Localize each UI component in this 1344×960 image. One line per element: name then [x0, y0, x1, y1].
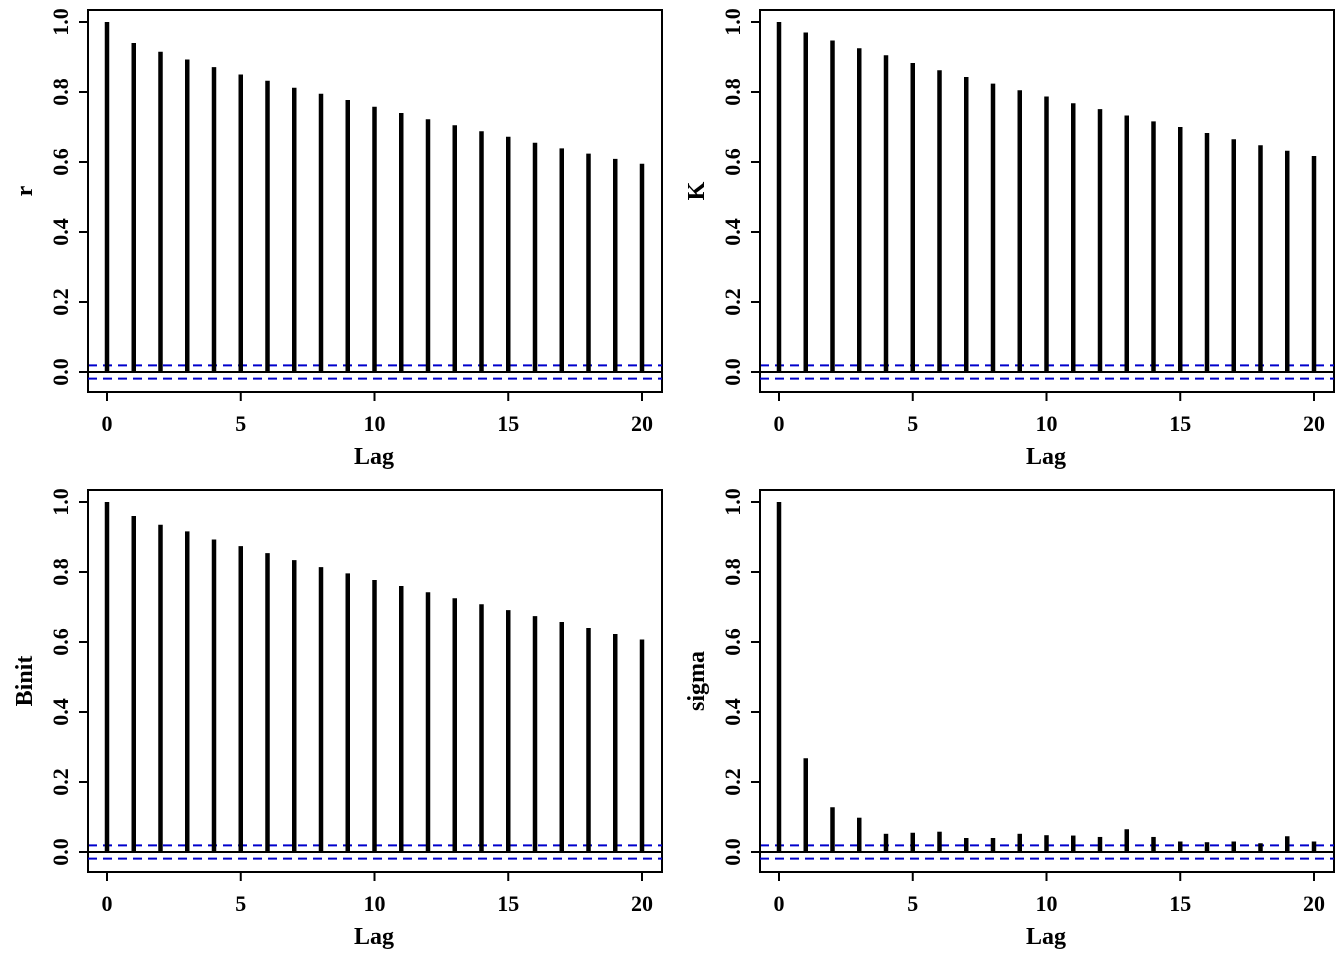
y-tick-label: 0.6 [48, 628, 73, 656]
x-tick-label: 15 [1169, 891, 1191, 916]
y-tick-label: 0.8 [48, 558, 73, 586]
y-tick-label: 0.4 [48, 698, 73, 726]
x-tick-label: 20 [1303, 411, 1325, 436]
x-tick-label: 10 [364, 411, 386, 436]
x-tick-label: 0 [774, 411, 785, 436]
x-axis-title: Lag [354, 444, 394, 470]
panel-sigma: 0 5 10 15 20 0.0 0.2 0.4 0.6 0.8 1.0 Lag sigma [684, 488, 1335, 950]
y-tick-label: 0.6 [48, 148, 73, 176]
y-tick-label: 0.2 [48, 288, 73, 316]
y-axis-title: Binit [12, 656, 38, 707]
y-tick-label: 0.0 [48, 838, 73, 866]
y-tick-label: 1.0 [48, 488, 73, 516]
y-tick-label: 0.8 [48, 78, 73, 106]
y-tick-label: 0.4 [720, 218, 745, 246]
y-tick-label: 0.0 [48, 358, 73, 386]
y-tick-label: 0.4 [48, 218, 73, 246]
x-tick-label: 0 [102, 411, 113, 436]
x-tick-label: 10 [1036, 411, 1058, 436]
x-axis-title: Lag [1026, 444, 1066, 470]
y-tick-label: 0.8 [720, 558, 745, 586]
x-axis-title: Lag [1026, 924, 1066, 950]
x-tick-label: 15 [497, 891, 519, 916]
y-tick-label: 0.0 [720, 838, 745, 866]
x-tick-label: 10 [1036, 891, 1058, 916]
y-tick-label: 0.6 [720, 628, 745, 656]
y-tick-label: 0.4 [720, 698, 745, 726]
x-tick-label: 20 [1303, 891, 1325, 916]
x-tick-label: 5 [907, 891, 918, 916]
x-tick-label: 0 [102, 891, 113, 916]
x-tick-label: 0 [774, 891, 785, 916]
y-tick-label: 0.6 [720, 148, 745, 176]
y-tick-label: 0.0 [720, 358, 745, 386]
x-tick-label: 5 [235, 411, 246, 436]
panel-r: 0 5 10 15 20 0.0 0.2 0.4 0.6 0.8 1.0 Lag r [12, 8, 663, 470]
x-tick-label: 10 [364, 891, 386, 916]
x-tick-label: 5 [907, 411, 918, 436]
y-axis-title: K [684, 181, 710, 200]
y-tick-label: 0.2 [48, 768, 73, 796]
y-tick-label: 0.2 [720, 768, 745, 796]
y-tick-label: 1.0 [720, 488, 745, 516]
x-tick-label: 20 [631, 891, 653, 916]
x-tick-label: 15 [1169, 411, 1191, 436]
y-tick-label: 0.2 [720, 288, 745, 316]
x-axis-title: Lag [354, 924, 394, 950]
y-axis-title: sigma [684, 651, 710, 711]
x-tick-label: 15 [497, 411, 519, 436]
y-axis-title: r [12, 185, 38, 196]
y-tick-label: 0.8 [720, 78, 745, 106]
panel-binit: 0 5 10 15 20 0.0 0.2 0.4 0.6 0.8 1.0 Lag Binit [12, 488, 663, 950]
y-tick-label: 1.0 [48, 8, 73, 36]
plot-frame [759, 489, 1335, 873]
x-tick-label: 20 [631, 411, 653, 436]
panel-k: 0 5 10 15 20 0.0 0.2 0.4 0.6 0.8 1.0 Lag K [684, 8, 1335, 470]
y-tick-label: 1.0 [720, 8, 745, 36]
x-tick-label: 5 [235, 891, 246, 916]
